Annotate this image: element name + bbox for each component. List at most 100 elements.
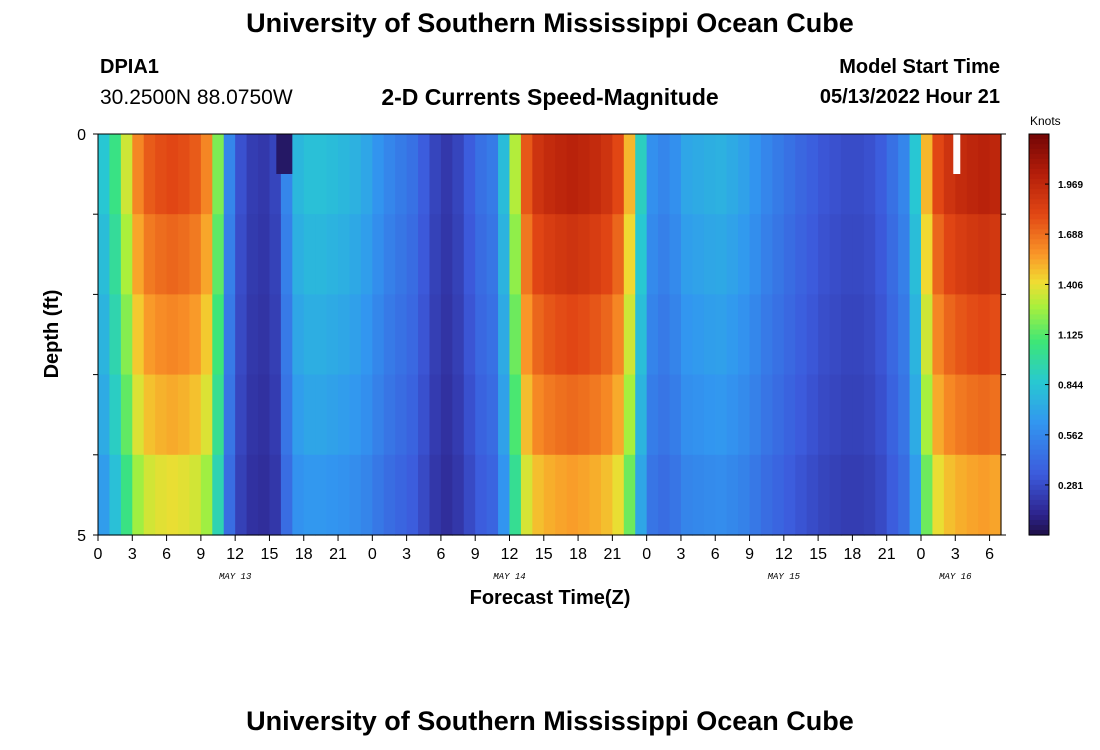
colorbar-swatch (1029, 289, 1049, 295)
heatmap-cell (543, 294, 556, 376)
heatmap-cell (623, 214, 636, 295)
plot-title: 2-D Currents Speed-Magnitude (381, 84, 719, 110)
colorbar-swatch (1029, 404, 1049, 411)
colorbar-swatch (1029, 254, 1049, 260)
heatmap-cell (475, 134, 488, 215)
colorbar-swatch (1029, 379, 1049, 386)
heatmap-cell (852, 294, 865, 376)
heatmap-cell (372, 214, 385, 295)
heatmap-cell (189, 374, 202, 456)
heatmap-cell (543, 134, 556, 215)
heatmap-cell (532, 134, 545, 215)
heatmap-cell (978, 214, 991, 295)
heatmap-cell (520, 454, 533, 536)
heatmap-cell (909, 134, 922, 215)
heatmap-cell (166, 294, 179, 376)
heatmap-cell (418, 294, 431, 376)
colorbar-swatch (1029, 184, 1049, 190)
x-tick-label: 9 (471, 546, 480, 563)
heatmap-cell (783, 374, 796, 456)
heatmap-cell (886, 454, 899, 536)
heatmap-cell (898, 294, 911, 376)
heatmap-cell (486, 134, 499, 215)
heatmap-cell (395, 214, 408, 295)
heatmap-cell (566, 294, 579, 376)
heatmap-cell (978, 454, 991, 536)
heatmap-cell (200, 134, 213, 215)
heatmap-cell (863, 374, 876, 456)
heatmap-cell (669, 294, 682, 376)
heatmap-cell (498, 454, 511, 536)
heatmap-cell (692, 214, 705, 295)
heatmap-cell (120, 134, 133, 215)
heatmap-cell (235, 294, 248, 376)
heatmap-cell (463, 374, 476, 456)
heatmap-cell (532, 374, 545, 456)
heatmap-cell (566, 374, 579, 456)
model-start-label: Model Start Time (839, 56, 1000, 78)
heatmap-cell (109, 214, 122, 295)
heatmap-cell (589, 374, 602, 456)
heatmap-cell (280, 214, 293, 295)
colorbar-swatch (1029, 279, 1049, 285)
heatmap-cell (498, 134, 511, 215)
low-speed-patch (276, 134, 293, 174)
colorbar-swatch (1029, 449, 1049, 456)
heatmap-cell (623, 134, 636, 215)
colorbar-swatch (1029, 394, 1049, 401)
heatmap-cell (440, 454, 453, 536)
colorbar-swatch (1029, 324, 1049, 331)
x-tick-label: 0 (94, 546, 103, 563)
colorbar-swatch (1029, 144, 1049, 150)
heatmap-cell (532, 294, 545, 376)
heatmap-chart: 05 0 3 6 9 12 15 18 21 0 3 6 9 12 15 18 21 0 3 6 9 12 15 18 21 0… (41, 114, 1083, 609)
heatmap-cell (532, 454, 545, 536)
heatmap-cell (955, 454, 968, 536)
heatmap-cell (395, 374, 408, 456)
date-label: MAY 16 (939, 572, 972, 582)
heatmap-cell (932, 374, 945, 456)
heatmap-cell (646, 134, 659, 215)
heatmap-cell (886, 214, 899, 295)
heatmap-cell (715, 214, 728, 295)
colorbar-swatch (1029, 439, 1049, 446)
colorbar-swatch (1029, 359, 1049, 366)
heatmap-cell (978, 294, 991, 376)
heatmap-cell (578, 294, 591, 376)
heatmap-cell (978, 374, 991, 456)
colorbar-swatch (1029, 214, 1049, 220)
heatmap-cell (783, 214, 796, 295)
heatmap-cell (395, 294, 408, 376)
heatmap-cell (280, 374, 293, 456)
heatmap-cell (189, 214, 202, 295)
heatmap-cell (463, 134, 476, 215)
heatmap-cell (749, 454, 762, 536)
colorbar-swatch (1029, 504, 1049, 511)
heatmap-cell (486, 214, 499, 295)
heatmap-cell (246, 134, 259, 215)
heatmap-cell (486, 454, 499, 536)
heatmap-cell (429, 134, 442, 215)
x-tick-label: 3 (676, 546, 685, 563)
colorbar-swatch (1029, 514, 1049, 521)
heatmap-cell (703, 374, 716, 456)
colorbar-tick-label: 0.562 (1058, 431, 1083, 442)
heatmap-cell (349, 294, 362, 376)
date-label: MAY 15 (768, 572, 801, 582)
heatmap-cell (246, 374, 259, 456)
heatmap-cell (429, 374, 442, 456)
heatmap-cell (852, 134, 865, 215)
heatmap-cell (223, 454, 236, 536)
heatmap-cell (795, 214, 808, 295)
colorbar-swatch (1029, 459, 1049, 466)
heatmap-cell (600, 134, 613, 215)
heatmap-cell (360, 294, 373, 376)
heatmap-overlays (276, 134, 961, 174)
x-tick-label: 6 (985, 546, 994, 563)
heatmap-cell (760, 454, 773, 536)
heatmap-cell (966, 454, 979, 536)
heatmap-cell (932, 134, 945, 215)
heatmap-cell (475, 294, 488, 376)
x-tick-label: 3 (128, 546, 137, 563)
heatmap-cell (738, 294, 751, 376)
